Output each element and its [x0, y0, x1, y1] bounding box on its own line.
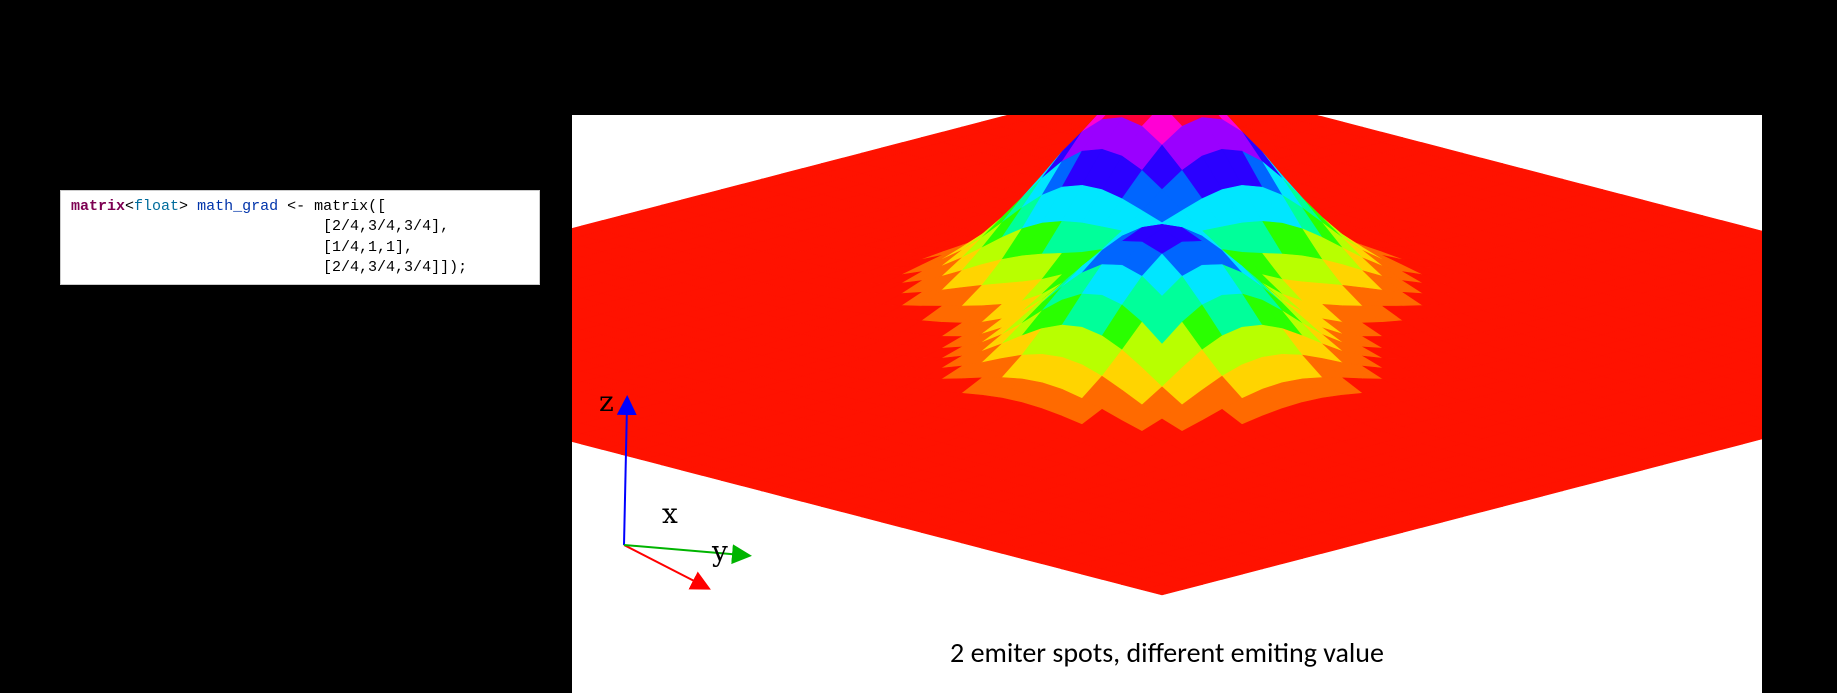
code-block: matrix<float> math_grad <- matrix([ [2/4… [71, 197, 529, 278]
code-row2: [1/4,1,1], [323, 239, 413, 256]
axis-x-label: x [662, 497, 678, 530]
surface-chart-panel: z xy [572, 115, 1762, 640]
code-sp [188, 198, 197, 215]
code-func: matrix [314, 198, 368, 215]
page-canvas: matrix<float> math_grad <- matrix([ [2/4… [0, 0, 1837, 693]
axis-y-label: y [711, 535, 728, 568]
code-panel: matrix<float> math_grad <- matrix([ [2/4… [60, 190, 540, 285]
code-lt: < [125, 198, 134, 215]
code-assign: <- [278, 198, 314, 215]
code-row1: [2/4,3/4,3/4], [323, 218, 449, 235]
code-open: ([ [368, 198, 386, 215]
axis-z-label: z [599, 385, 614, 418]
surface-cells [572, 115, 1762, 595]
code-row3: [2/4,3/4,3/4]]); [323, 259, 467, 276]
code-type: float [134, 198, 179, 215]
code-variable: math_grad [197, 198, 278, 215]
surface-chart-svg: z xy [572, 115, 1762, 640]
code-gt: > [179, 198, 188, 215]
chart-caption: 2 emiter spots, different emiting value [572, 635, 1762, 693]
code-keyword: matrix [71, 198, 125, 215]
